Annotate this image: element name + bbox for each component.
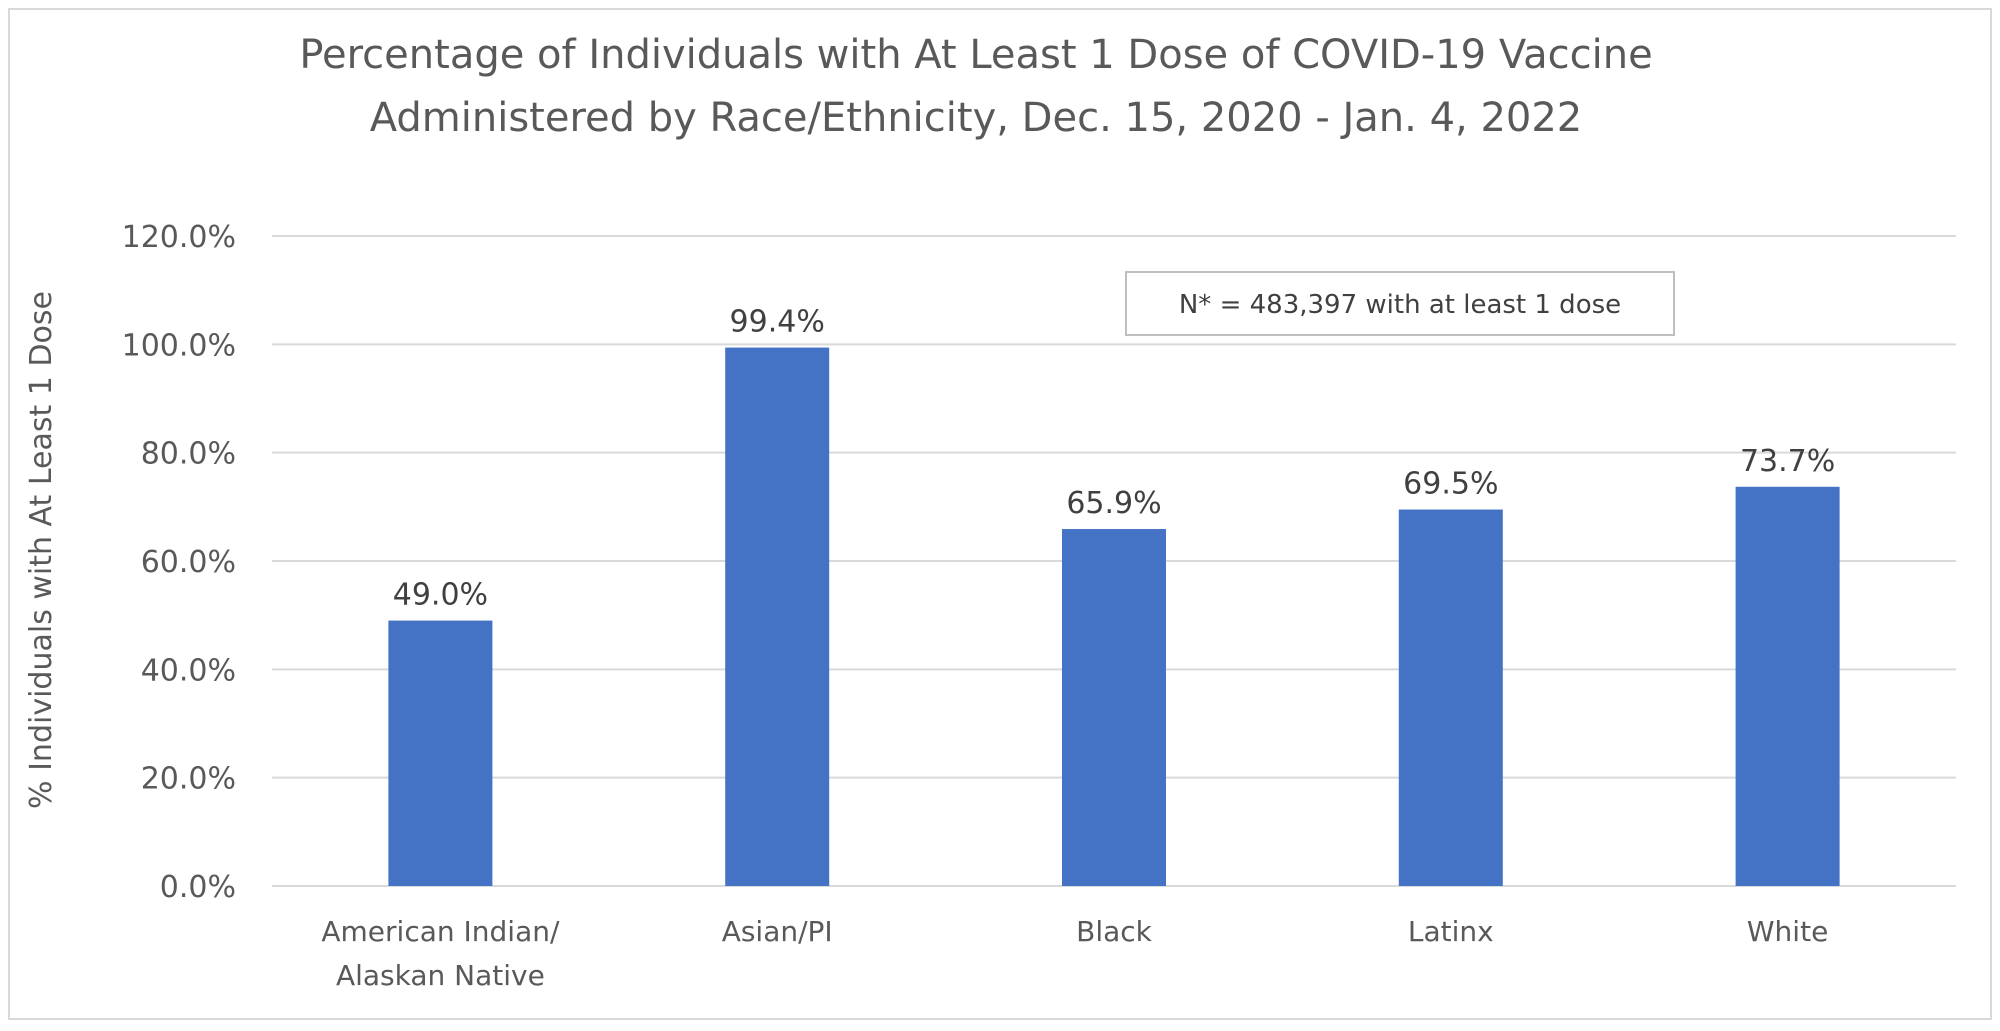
x-category-label: White	[1747, 915, 1828, 948]
bar	[725, 347, 830, 886]
y-tick-label: 60.0%	[141, 545, 236, 580]
y-axis-title: % Individuals with At Least 1 Dose	[24, 291, 59, 809]
chart-title-line-1: Percentage of Individuals with At Least …	[299, 32, 1652, 78]
data-labels: 49.0% 99.4% 65.9% 69.5% 73.7%	[393, 305, 1836, 613]
y-tick-label: 20.0%	[141, 762, 236, 797]
y-tick-label: 40.0%	[141, 653, 236, 688]
data-label: 65.9%	[1066, 486, 1161, 521]
note-text: N* = 483,397 with at least 1 dose	[1179, 290, 1621, 320]
x-axis-categories: American Indian/Alaskan Native Asian/PI Bl…	[321, 915, 1828, 992]
bars	[388, 347, 1840, 886]
bar	[388, 620, 493, 886]
bar	[1735, 486, 1840, 886]
note-box	[1125, 271, 1675, 336]
bar-chart: Percentage of Individuals with At Least …	[24, 32, 1956, 992]
y-tick-label: 100.0%	[122, 328, 236, 363]
x-category-label: Asian/PI	[722, 915, 833, 948]
chart-frame: Percentage of Individuals with At Least …	[8, 8, 1992, 1020]
data-label: 99.4%	[730, 305, 825, 340]
x-category-label: American Indian/	[321, 915, 560, 948]
data-label: 73.7%	[1740, 444, 1835, 479]
y-tick-label: 80.0%	[141, 437, 236, 472]
bar	[1398, 509, 1503, 886]
chart-title-line-2: Administered by Race/Ethnicity, Dec. 15,…	[370, 95, 1583, 141]
x-category-label: Alaskan Native	[336, 959, 545, 992]
data-label: 69.5%	[1403, 467, 1498, 502]
sample-size-note: N* = 483,397 with at least 1 dose	[1125, 271, 1675, 336]
data-label: 49.0%	[393, 578, 488, 613]
x-category-label: Black	[1076, 915, 1153, 948]
y-axis-ticks: 0.0% 20.0% 40.0% 60.0% 80.0% 100.0% 120.0%	[122, 220, 236, 905]
x-category-label: Latinx	[1408, 915, 1494, 948]
y-tick-label: 120.0%	[122, 220, 236, 255]
y-tick-label: 0.0%	[160, 870, 236, 905]
bar	[1062, 529, 1166, 886]
